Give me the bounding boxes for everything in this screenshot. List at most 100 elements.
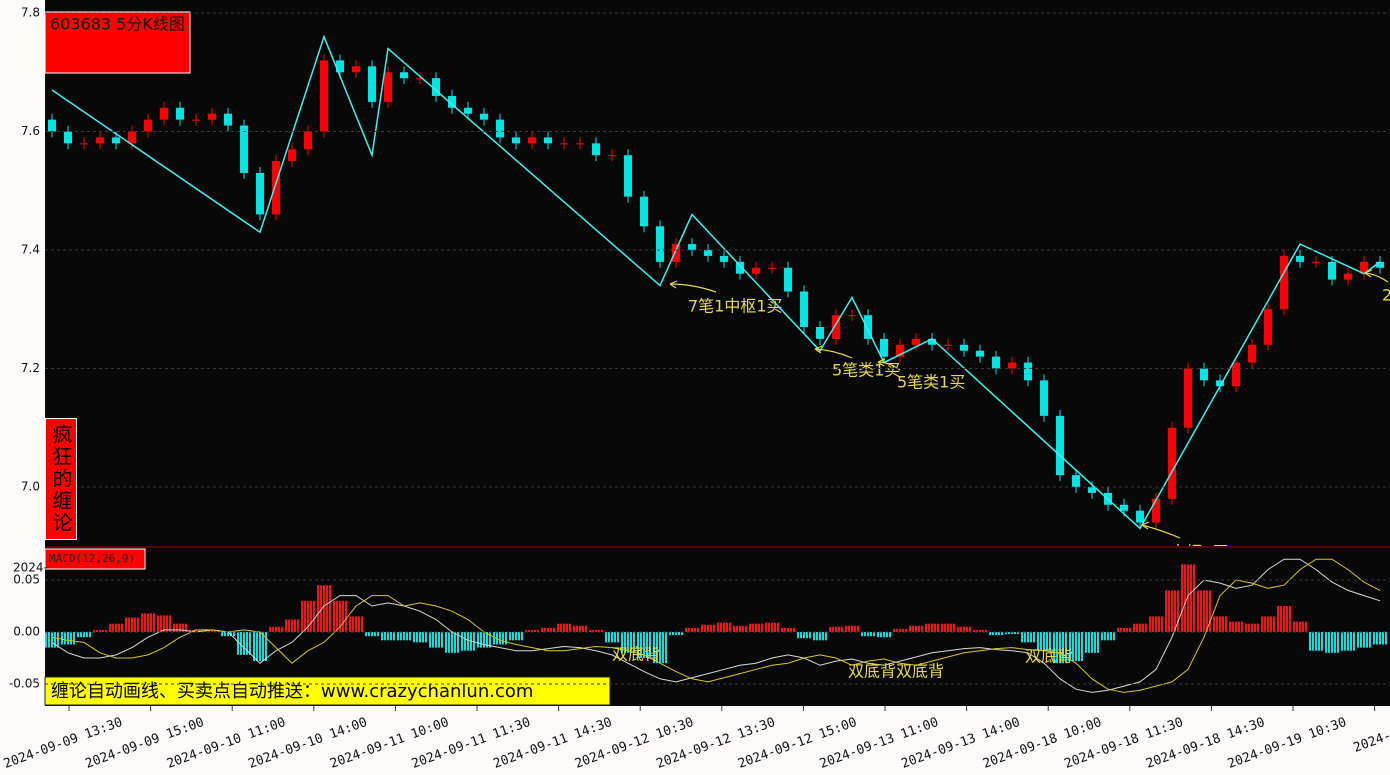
annotation-arrow: [669, 283, 717, 293]
y-tick-label: 7.6: [21, 124, 40, 138]
y-tick-label: -0.05: [9, 677, 40, 691]
candle-body: [1360, 261, 1368, 274]
candle-body: [592, 143, 600, 156]
candle-body: [272, 161, 280, 215]
candle-body: [992, 356, 1000, 369]
annotation-arrowhead: [669, 280, 678, 289]
candle-body: [1280, 255, 1288, 310]
annotation: 双底背: [612, 645, 660, 664]
candle-body: [1088, 487, 1096, 493]
title-box: [44, 11, 191, 74]
plot-background: [45, 0, 1390, 706]
candle-body: [192, 119, 200, 121]
y-tick-label: 0.05: [13, 573, 40, 587]
y-tick-label: 7.4: [21, 243, 40, 257]
candle-body: [176, 107, 184, 120]
candle-body: [736, 261, 744, 274]
candle-body: [928, 338, 936, 345]
candle-body: [1008, 362, 1016, 369]
candle-body: [48, 119, 56, 132]
y-tick-label: 0.00: [13, 625, 40, 639]
candle-body: [768, 267, 776, 269]
annotation: 7笔1中枢1买: [688, 297, 783, 316]
candle-body: [1232, 362, 1240, 387]
candle-body: [560, 143, 568, 145]
annotation: 2中枢1买: [1160, 543, 1228, 562]
candle-body: [1312, 261, 1320, 263]
candle-body: [368, 66, 376, 102]
candle-body: [352, 66, 360, 73]
candle-body: [144, 119, 152, 132]
candle-body: [912, 338, 920, 345]
y-tick-label: 7.0: [21, 480, 40, 494]
candle-body: [944, 344, 952, 346]
candle-body: [704, 250, 712, 256]
candle-body: [1136, 510, 1144, 523]
annotation-arrowhead: [814, 345, 823, 354]
candle-body: [80, 143, 88, 145]
candle-body: [672, 244, 680, 262]
candle-body: [688, 244, 696, 250]
candle-body: [1344, 273, 1352, 280]
candle-body: [336, 60, 344, 73]
candle-body: [128, 131, 136, 144]
candle-body: [1024, 362, 1032, 381]
candle-body: [224, 113, 232, 126]
candle-body: [208, 113, 216, 120]
macd-label-box: [44, 548, 146, 570]
candle-body: [432, 78, 440, 96]
candle-body: [1216, 380, 1224, 387]
candle-body: [288, 149, 296, 162]
candle-body: [720, 255, 728, 262]
candle-body: [304, 131, 312, 150]
candle-body: [896, 344, 904, 357]
corner-label: 2024-: [13, 561, 48, 575]
annotation-arrow: [1364, 272, 1389, 283]
macd-line: [51, 558, 1381, 693]
candle-body: [512, 137, 520, 144]
y-tick-label: 7.8: [21, 6, 40, 20]
candle-body: [752, 267, 760, 274]
candle-body: [976, 350, 984, 357]
candle-body: [1072, 475, 1080, 487]
y-tick-label: 7.2: [21, 361, 40, 375]
chart-title: 603683 5分K线图: [50, 15, 185, 34]
candle-body: [1200, 368, 1208, 381]
candle-body: [256, 172, 264, 215]
candle-body: [848, 315, 856, 317]
candle-body: [1040, 380, 1048, 416]
annotation-arrow: [1141, 524, 1181, 539]
candle-body: [800, 291, 808, 328]
pen-line: [51, 34, 1381, 530]
candle-body: [448, 95, 456, 108]
banner: 缠论自动画线、买卖点自动推送：www.crazychanlun.com: [51, 681, 533, 702]
candle-body: [960, 344, 968, 351]
candle-body: [1056, 415, 1064, 476]
annotation: 双底背: [1025, 647, 1073, 666]
annotation-arrowhead: [1364, 269, 1373, 278]
candle-body: [96, 137, 104, 144]
candle-body: [400, 72, 408, 79]
side-label: 疯狂的缠论: [45, 418, 77, 540]
candle-body: [496, 119, 504, 138]
candle-body: [640, 196, 648, 227]
candle-body: [608, 155, 616, 157]
candle-body: [112, 137, 120, 144]
candle-body: [160, 107, 168, 120]
candle-body: [464, 107, 472, 114]
annotation: 5笔类1买: [832, 361, 900, 380]
annotation: 5笔类1买: [897, 373, 965, 392]
candle-body: [1296, 255, 1304, 262]
candle-body: [384, 72, 392, 102]
annotation-arrowhead: [877, 358, 886, 367]
candle-body: [240, 125, 248, 173]
candle-body: [1168, 427, 1176, 499]
candle-body: [816, 327, 824, 339]
macd-label: MACD(12,26,9): [49, 552, 135, 565]
candle-body: [1248, 344, 1256, 363]
candle-body: [1120, 504, 1128, 511]
